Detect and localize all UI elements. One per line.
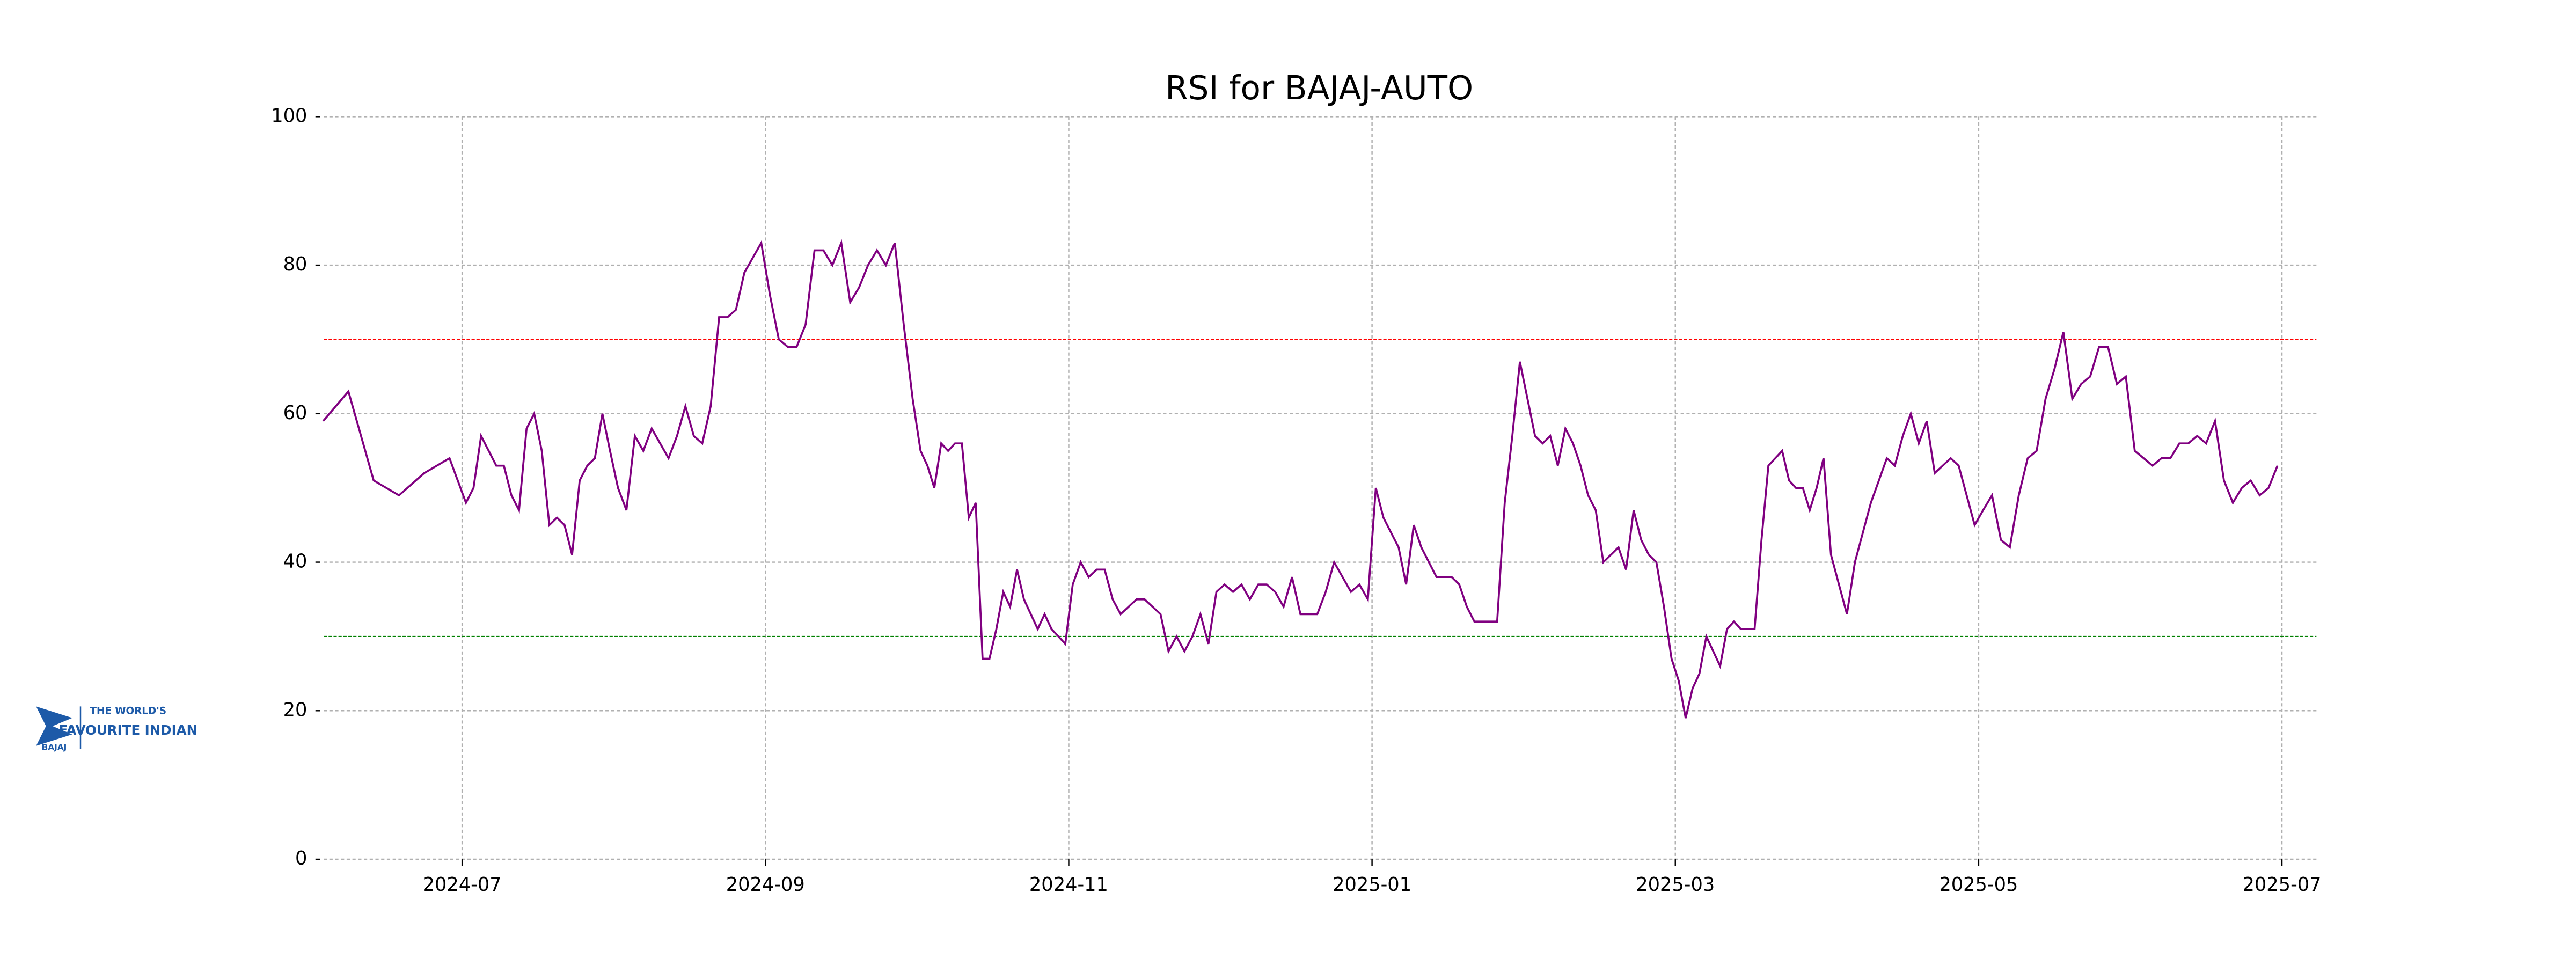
- x-tick-label: 2024-07: [423, 874, 502, 896]
- x-tick-label: 2025-03: [1636, 874, 1715, 896]
- x-tick-label: 2025-07: [2243, 874, 2322, 896]
- logo-tagline: FAVOURITE INDIAN: [58, 722, 197, 738]
- y-tick-label: 60: [283, 402, 308, 424]
- x-tick-label: 2025-01: [1333, 874, 1411, 896]
- y-tick-label: 100: [271, 105, 307, 127]
- logo-icon: [36, 706, 72, 746]
- logo-tagline-top: THE WORLD'S: [90, 706, 166, 717]
- y-tick-label: 20: [283, 699, 308, 721]
- y-tick-label: 40: [283, 551, 308, 573]
- x-tick-label: 2024-09: [726, 874, 805, 896]
- x-tick-label: 2025-05: [1939, 874, 2018, 896]
- x-tick-label: 2024-11: [1029, 874, 1108, 896]
- chart-title: RSI for BAJAJ-AUTO: [1165, 69, 1473, 107]
- logo: BAJAJ THE WORLD'S FAVOURITE INDIAN: [36, 706, 197, 752]
- logo-brand: BAJAJ: [42, 742, 67, 752]
- y-tick-label: 80: [283, 253, 308, 275]
- y-tick-label: 0: [295, 847, 307, 869]
- rsi-line: [322, 239, 2279, 719]
